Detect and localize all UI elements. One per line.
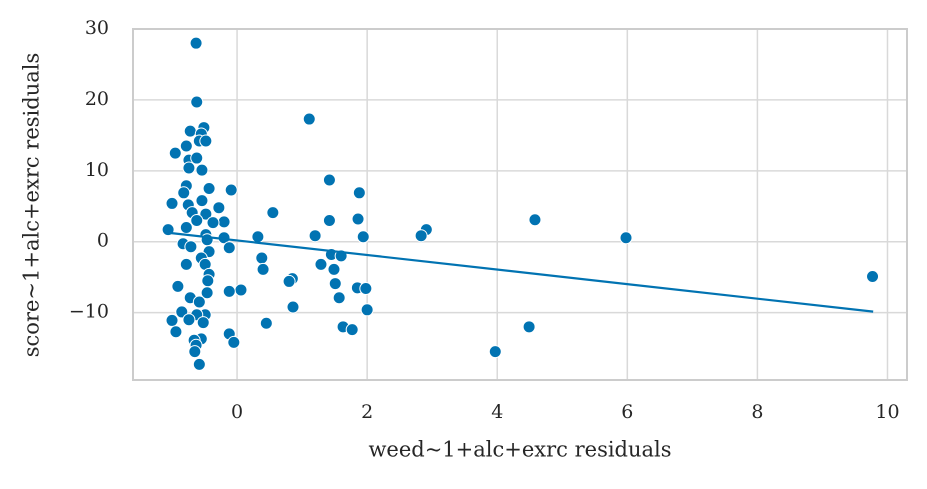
point (171, 279, 185, 293)
point (866, 269, 880, 283)
point (165, 313, 179, 327)
point (619, 231, 633, 245)
point (360, 303, 374, 317)
y-axis-label: score~1+alc+exrc residuals (20, 53, 44, 357)
x-tick-label: 10 (875, 401, 899, 423)
point (332, 291, 346, 305)
y-tick-label: 0 (97, 230, 109, 252)
point (302, 112, 316, 126)
x-tick-label: 2 (361, 401, 373, 423)
point (255, 251, 269, 265)
point (234, 283, 248, 297)
y-tick-label: 20 (85, 88, 109, 110)
point (282, 274, 296, 288)
point (217, 215, 231, 229)
point (165, 196, 179, 210)
point (190, 151, 204, 165)
point (222, 241, 236, 255)
point (328, 277, 342, 291)
point (345, 323, 359, 337)
point (522, 320, 536, 334)
point (199, 207, 213, 221)
point (222, 284, 236, 298)
point (528, 213, 542, 227)
point (192, 357, 206, 371)
y-tick-label: 30 (85, 17, 109, 39)
point (212, 201, 226, 215)
plot-frame (132, 28, 908, 381)
point (308, 229, 322, 243)
point (202, 182, 216, 196)
point (196, 316, 210, 330)
point (351, 212, 365, 226)
point (192, 295, 206, 309)
point (359, 282, 373, 296)
point (189, 36, 203, 50)
point (352, 186, 366, 200)
point (327, 262, 341, 276)
point (206, 216, 220, 230)
point (183, 124, 197, 138)
x-tick-label: 8 (751, 401, 763, 423)
point (224, 183, 238, 197)
point (184, 240, 198, 254)
regression-line (168, 231, 874, 313)
point (201, 274, 215, 288)
point (177, 186, 191, 200)
point (356, 230, 370, 244)
x-tick-label: 6 (621, 401, 633, 423)
point (256, 262, 270, 276)
point (169, 325, 183, 339)
point (182, 161, 196, 175)
point (179, 257, 193, 271)
y-tick-label: −10 (69, 301, 109, 323)
point (266, 206, 280, 220)
point (182, 313, 196, 327)
point (190, 213, 204, 227)
point (322, 213, 336, 227)
point (199, 134, 213, 148)
point (195, 163, 209, 177)
point (286, 300, 300, 314)
y-tick-label: 10 (85, 159, 109, 181)
x-tick-label: 4 (491, 401, 503, 423)
point (322, 173, 336, 187)
point (190, 95, 204, 109)
point (414, 229, 428, 243)
point (188, 345, 202, 359)
point (227, 335, 241, 349)
x-tick-label: 0 (231, 401, 243, 423)
point (314, 257, 328, 271)
point (168, 146, 182, 160)
point (259, 316, 273, 330)
point (179, 139, 193, 153)
point (179, 221, 193, 235)
point (251, 230, 265, 244)
x-axis-label: weed~1+alc+exrc residuals (368, 438, 671, 462)
point (200, 286, 214, 300)
point (195, 194, 209, 208)
point (488, 345, 502, 359)
